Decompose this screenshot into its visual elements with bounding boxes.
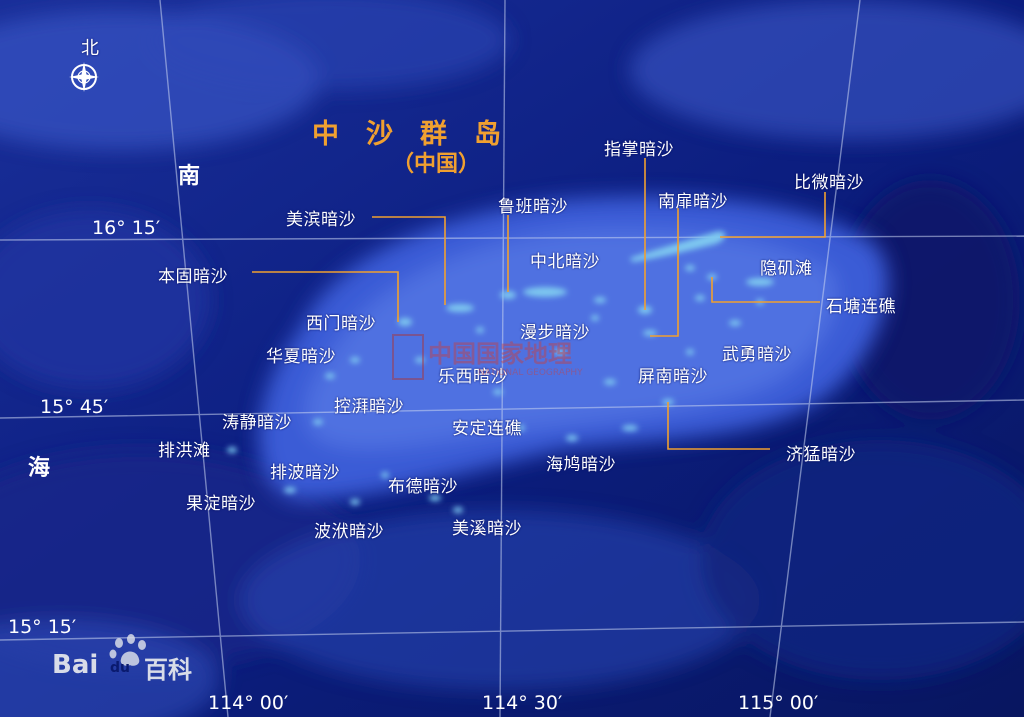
sea-name-south: 南: [178, 163, 201, 189]
feature-label-shitang: 石塘连礁: [826, 297, 896, 317]
baidu-paw-logo: [109, 634, 146, 666]
feature-label-lexi: 乐西暗沙: [438, 367, 508, 387]
feature-label-paihong: 排洪滩: [158, 441, 211, 461]
feature-label-meixi: 美溪暗沙: [452, 519, 522, 539]
sea-name-sea: 海: [28, 455, 51, 481]
feature-label-kongpai: 控湃暗沙: [334, 397, 404, 417]
feature-label-bude: 布德暗沙: [388, 477, 458, 497]
feature-label-guoding: 果淀暗沙: [186, 494, 256, 514]
atoll-platform: [258, 196, 889, 501]
feature-label-pingnan: 屏南暗沙: [638, 367, 708, 387]
feature-label-haijiu: 海鸠暗沙: [546, 455, 616, 475]
feature-label-taojing: 涛静暗沙: [222, 413, 292, 433]
lat-label-16-15: 16° 15′: [92, 217, 161, 239]
lat-label-15-45: 15° 45′: [40, 396, 109, 418]
leader-lines: [252, 158, 826, 450]
feature-label-biwei: 比微暗沙: [794, 173, 864, 193]
feature-label-bozhuang: 波洑暗沙: [314, 522, 384, 542]
lat-label-15-15: 15° 15′: [8, 616, 77, 638]
brand-du: du: [110, 660, 130, 676]
watermark-seal: [392, 334, 424, 380]
feature-label-yinji: 隐矶滩: [760, 259, 813, 279]
feature-label-wuyong: 武勇暗沙: [722, 345, 792, 365]
feature-label-nanfei: 南扉暗沙: [658, 192, 728, 212]
lon-label-114-30: 114° 30′: [482, 692, 563, 714]
watermark-cn: 中国国家地理: [428, 340, 572, 368]
lon-label-114-00: 114° 00′: [208, 692, 289, 714]
feature-label-bengu: 本固暗沙: [158, 267, 228, 287]
compass-rose: [69, 62, 99, 92]
map-subtitle: （中国）: [392, 151, 481, 177]
feature-label-ximen: 西门暗沙: [306, 314, 376, 334]
feature-label-paibo: 排波暗沙: [270, 463, 340, 483]
north-label: 北: [81, 38, 100, 59]
brand-bai: Bai: [52, 650, 99, 680]
feature-label-jimeng: 济猛暗沙: [786, 445, 856, 465]
map-title: 中 沙 群 岛: [312, 119, 501, 150]
feature-label-zhizhang: 指掌暗沙: [604, 140, 674, 160]
feature-label-manbu: 漫步暗沙: [520, 323, 590, 343]
feature-label-anding: 安定连礁: [452, 419, 522, 439]
feature-label-huaxia: 华夏暗沙: [266, 347, 336, 367]
feature-label-zhongbei: 中北暗沙: [530, 252, 600, 272]
watermark-en: NATIONAL GEOGRAPHY: [478, 368, 583, 378]
brand-baike: 百科: [144, 656, 192, 684]
feature-label-luban: 鲁班暗沙: [498, 197, 568, 217]
feature-label-meibin: 美滨暗沙: [286, 210, 356, 230]
lon-label-115-00: 115° 00′: [738, 692, 819, 714]
